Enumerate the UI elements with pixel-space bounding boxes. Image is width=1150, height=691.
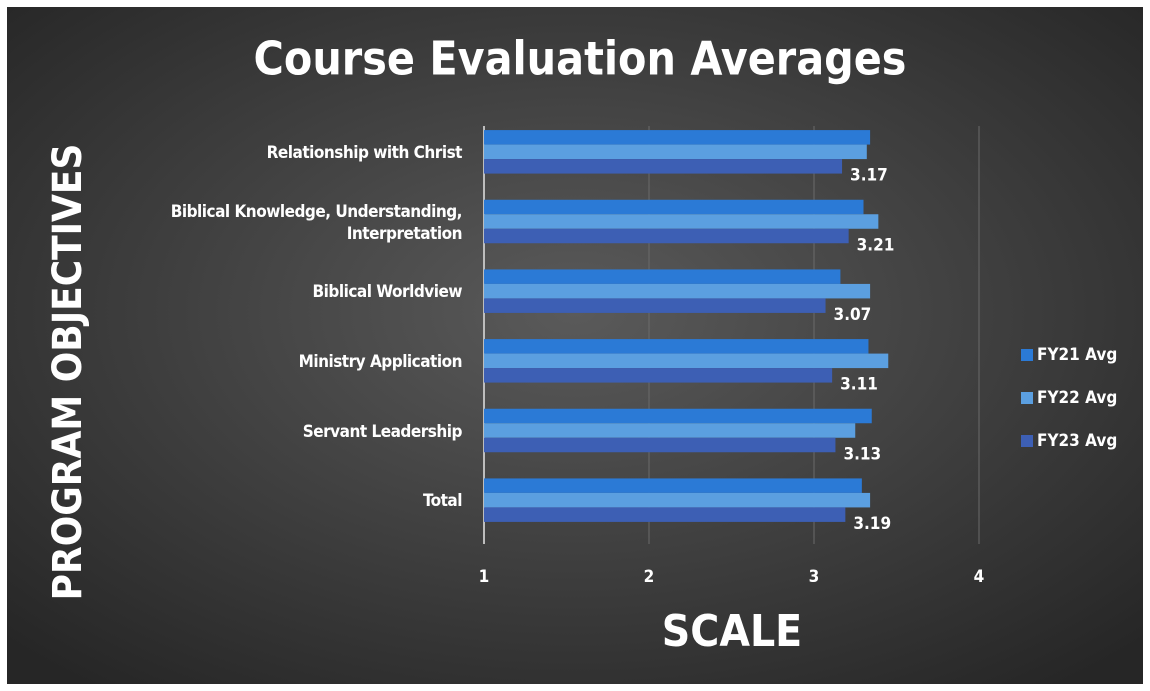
x-tick-label: 1 bbox=[479, 567, 490, 587]
data-label: 3.21 bbox=[857, 235, 895, 255]
bar bbox=[484, 507, 846, 522]
legend-label: FY23 Avg bbox=[1037, 431, 1117, 451]
y-tick-label: Ministry Application bbox=[298, 351, 463, 372]
legend-swatch bbox=[1021, 349, 1033, 361]
y-axis-title: PROGRAM OBJECTIVES bbox=[45, 144, 91, 601]
bar bbox=[484, 492, 871, 508]
bar bbox=[484, 353, 889, 369]
legend-swatch bbox=[1021, 435, 1033, 447]
x-tick-label: 2 bbox=[644, 567, 655, 587]
bar bbox=[484, 478, 862, 493]
data-label: 3.11 bbox=[840, 375, 878, 395]
legend-label: FY21 Avg bbox=[1037, 345, 1117, 365]
data-label: 3.19 bbox=[853, 514, 891, 534]
y-tick-label: Biblical Knowledge, Understanding, Inter… bbox=[170, 201, 463, 244]
bar bbox=[484, 437, 836, 453]
bar bbox=[484, 368, 833, 383]
bar bbox=[484, 298, 826, 313]
bar bbox=[484, 269, 841, 284]
x-tick-label: 3 bbox=[809, 567, 820, 587]
bar bbox=[484, 199, 864, 215]
x-tick-label: 4 bbox=[974, 567, 985, 587]
bar bbox=[484, 214, 879, 229]
bar bbox=[484, 423, 856, 438]
y-tick-label: Biblical Worldview bbox=[312, 282, 463, 303]
data-label: 3.07 bbox=[834, 305, 872, 325]
bar bbox=[484, 339, 869, 354]
legend-label: FY22 Avg bbox=[1037, 388, 1117, 408]
y-tick-label: Servant Leadership bbox=[302, 421, 463, 442]
bar bbox=[484, 130, 871, 145]
x-axis-title: SCALE bbox=[662, 606, 802, 657]
legend-swatch bbox=[1021, 392, 1033, 404]
y-tick-label: Relationship with Christ bbox=[266, 142, 463, 163]
chart-title: Course Evaluation Averages bbox=[254, 32, 907, 86]
bar bbox=[484, 228, 849, 244]
bar bbox=[484, 408, 872, 424]
bar bbox=[484, 283, 871, 299]
bar bbox=[484, 159, 843, 174]
bar bbox=[484, 144, 867, 160]
y-tick-label: Total bbox=[422, 491, 463, 512]
data-label: 3.13 bbox=[843, 444, 881, 464]
data-label: 3.17 bbox=[850, 166, 888, 186]
